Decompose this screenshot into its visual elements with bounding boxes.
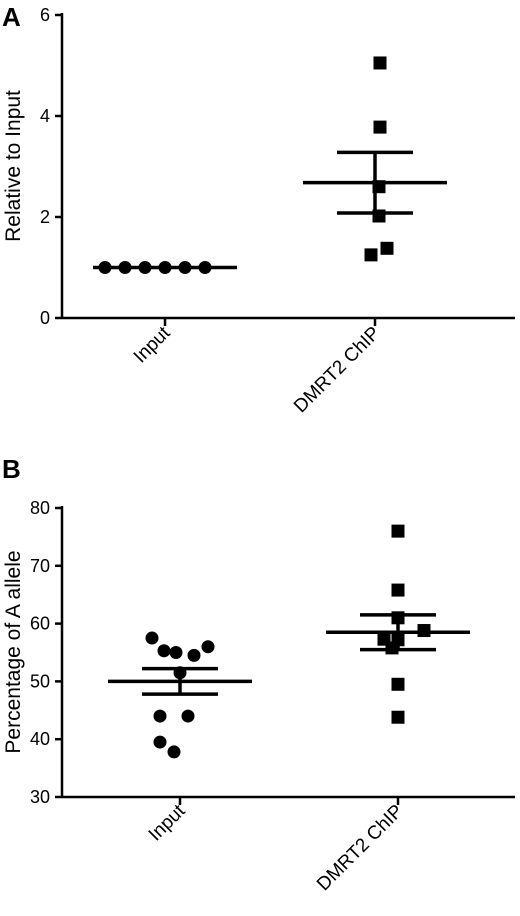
data-point	[201, 640, 215, 654]
y-tick-label: 50	[30, 671, 50, 691]
data-point	[373, 120, 387, 134]
data-point	[178, 261, 192, 274]
y-tick-label: 60	[30, 614, 50, 634]
category-label: DMRT2 ChIP	[290, 323, 384, 417]
panel-b-letter: B	[2, 454, 21, 484]
category-label: DMRT2 ChIP	[313, 801, 407, 895]
y-tick-label: 0	[40, 308, 50, 328]
data-point	[98, 261, 112, 274]
panel-a-plot: 0 2 4 6 Relative to Input Input DMRT2 ChIP	[2, 5, 515, 417]
data-point	[372, 180, 386, 194]
category-label: Input	[130, 322, 175, 367]
data-point	[373, 56, 387, 70]
data-point	[153, 709, 167, 723]
y-tick-label: 80	[30, 498, 50, 518]
panel-a-letter: A	[2, 2, 21, 32]
y-axis-title: Relative to Input	[2, 90, 25, 242]
y-tick-label: 6	[40, 5, 50, 25]
data-point	[364, 248, 378, 262]
data-point	[187, 648, 201, 662]
data-point	[417, 624, 431, 638]
data-point	[145, 631, 159, 645]
y-tick-label: 30	[30, 787, 50, 807]
data-point	[153, 735, 167, 749]
data-point	[167, 745, 181, 759]
y-tick-label: 40	[30, 729, 50, 749]
data-point	[380, 241, 394, 255]
data-point	[181, 709, 195, 723]
data-point	[391, 710, 405, 724]
y-tick-label: 4	[40, 106, 50, 126]
data-point	[385, 641, 399, 655]
y-axis-title: Percentage of A allele	[2, 550, 25, 753]
data-point	[118, 261, 132, 274]
data-point	[391, 611, 405, 625]
panel-b-plot: 30 40 50 60 70 80 Percentage of A allele Input D…	[2, 498, 515, 895]
data-point	[158, 261, 172, 274]
data-point	[372, 209, 386, 223]
data-point	[198, 261, 212, 274]
y-tick-label: 70	[30, 556, 50, 576]
y-tick-label: 2	[40, 207, 50, 227]
category-label: Input	[145, 800, 190, 845]
data-point	[138, 261, 152, 274]
data-point	[169, 646, 183, 659]
data-point	[391, 583, 405, 597]
data-point	[391, 677, 405, 691]
data-point	[391, 524, 405, 538]
data-point	[173, 666, 187, 680]
data-point	[157, 644, 171, 658]
